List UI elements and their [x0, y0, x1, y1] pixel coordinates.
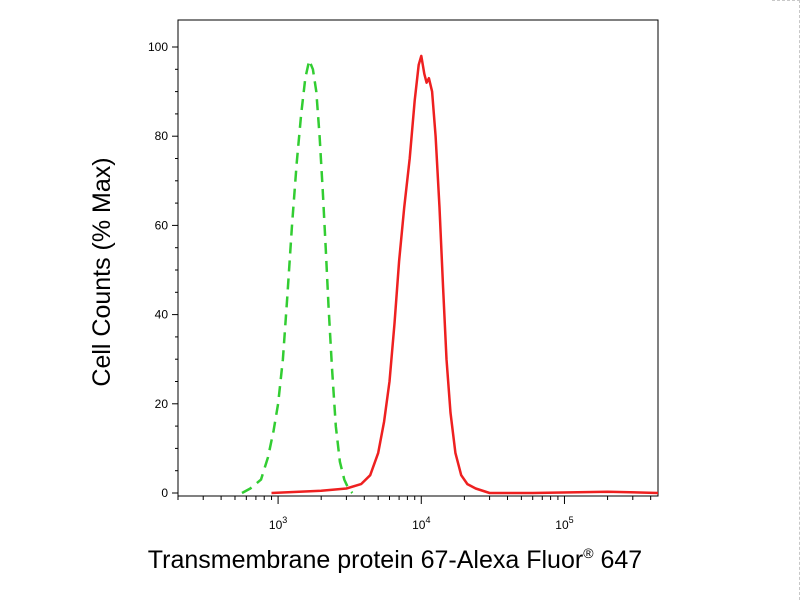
- y-tick-label: 100: [148, 40, 168, 54]
- x-axis-label-superscript: ®: [583, 545, 594, 561]
- series-layer: [241, 54, 659, 495]
- x-tick-label-exponent: 4: [425, 515, 430, 525]
- x-tick-label-exponent: 3: [282, 515, 287, 525]
- y-tick-label: 0: [161, 486, 168, 500]
- y-tick-label: 60: [155, 218, 169, 232]
- y-tick-label: 80: [155, 129, 169, 143]
- y-axis-label: Cell Counts (% Max): [88, 157, 116, 386]
- x-tick-label-base: 10: [412, 518, 426, 532]
- series-line-1: [241, 59, 354, 495]
- y-tick-label: 20: [155, 397, 169, 411]
- x-tick-label-base: 10: [269, 518, 283, 532]
- page-edge-rule-top: [772, 0, 800, 1]
- x-tick-label-base: 10: [555, 518, 569, 532]
- x-axis-label: Transmembrane protein 67-Alexa Fluor® 64…: [148, 545, 642, 574]
- y-axis: 0 20 40 60 80 100: [148, 40, 178, 500]
- x-axis-label-tail: 647: [594, 546, 643, 574]
- x-tick-label: 105: [555, 515, 573, 532]
- plot-frame: [177, 19, 659, 497]
- x-tick-label: 103: [269, 515, 287, 532]
- y-tick-label: 40: [155, 308, 169, 322]
- x-tick-label-exponent: 5: [569, 515, 574, 525]
- x-axis-label-main: Transmembrane protein 67-Alexa Fluor: [148, 546, 583, 574]
- series-line-2: [271, 54, 659, 495]
- x-tick-label: 104: [412, 515, 430, 532]
- x-axis: 103 104 105: [177, 496, 652, 532]
